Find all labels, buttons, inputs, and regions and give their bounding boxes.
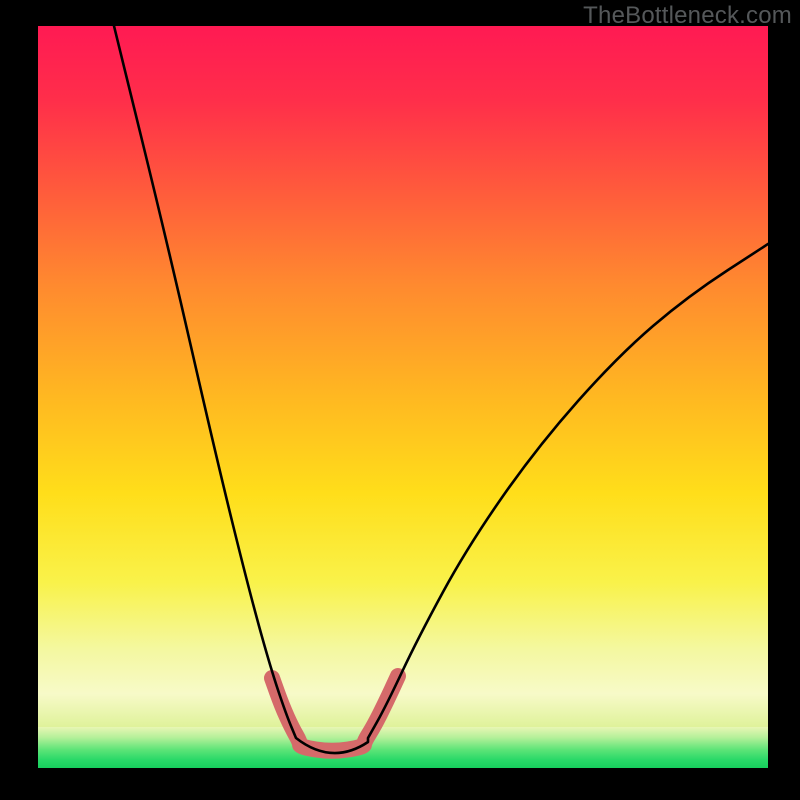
heatmap-gradient-background: [38, 26, 768, 768]
watermark-text: TheBottleneck.com: [583, 2, 792, 30]
bottom-green-band: [38, 727, 768, 768]
chart-plot-area: [38, 26, 768, 768]
